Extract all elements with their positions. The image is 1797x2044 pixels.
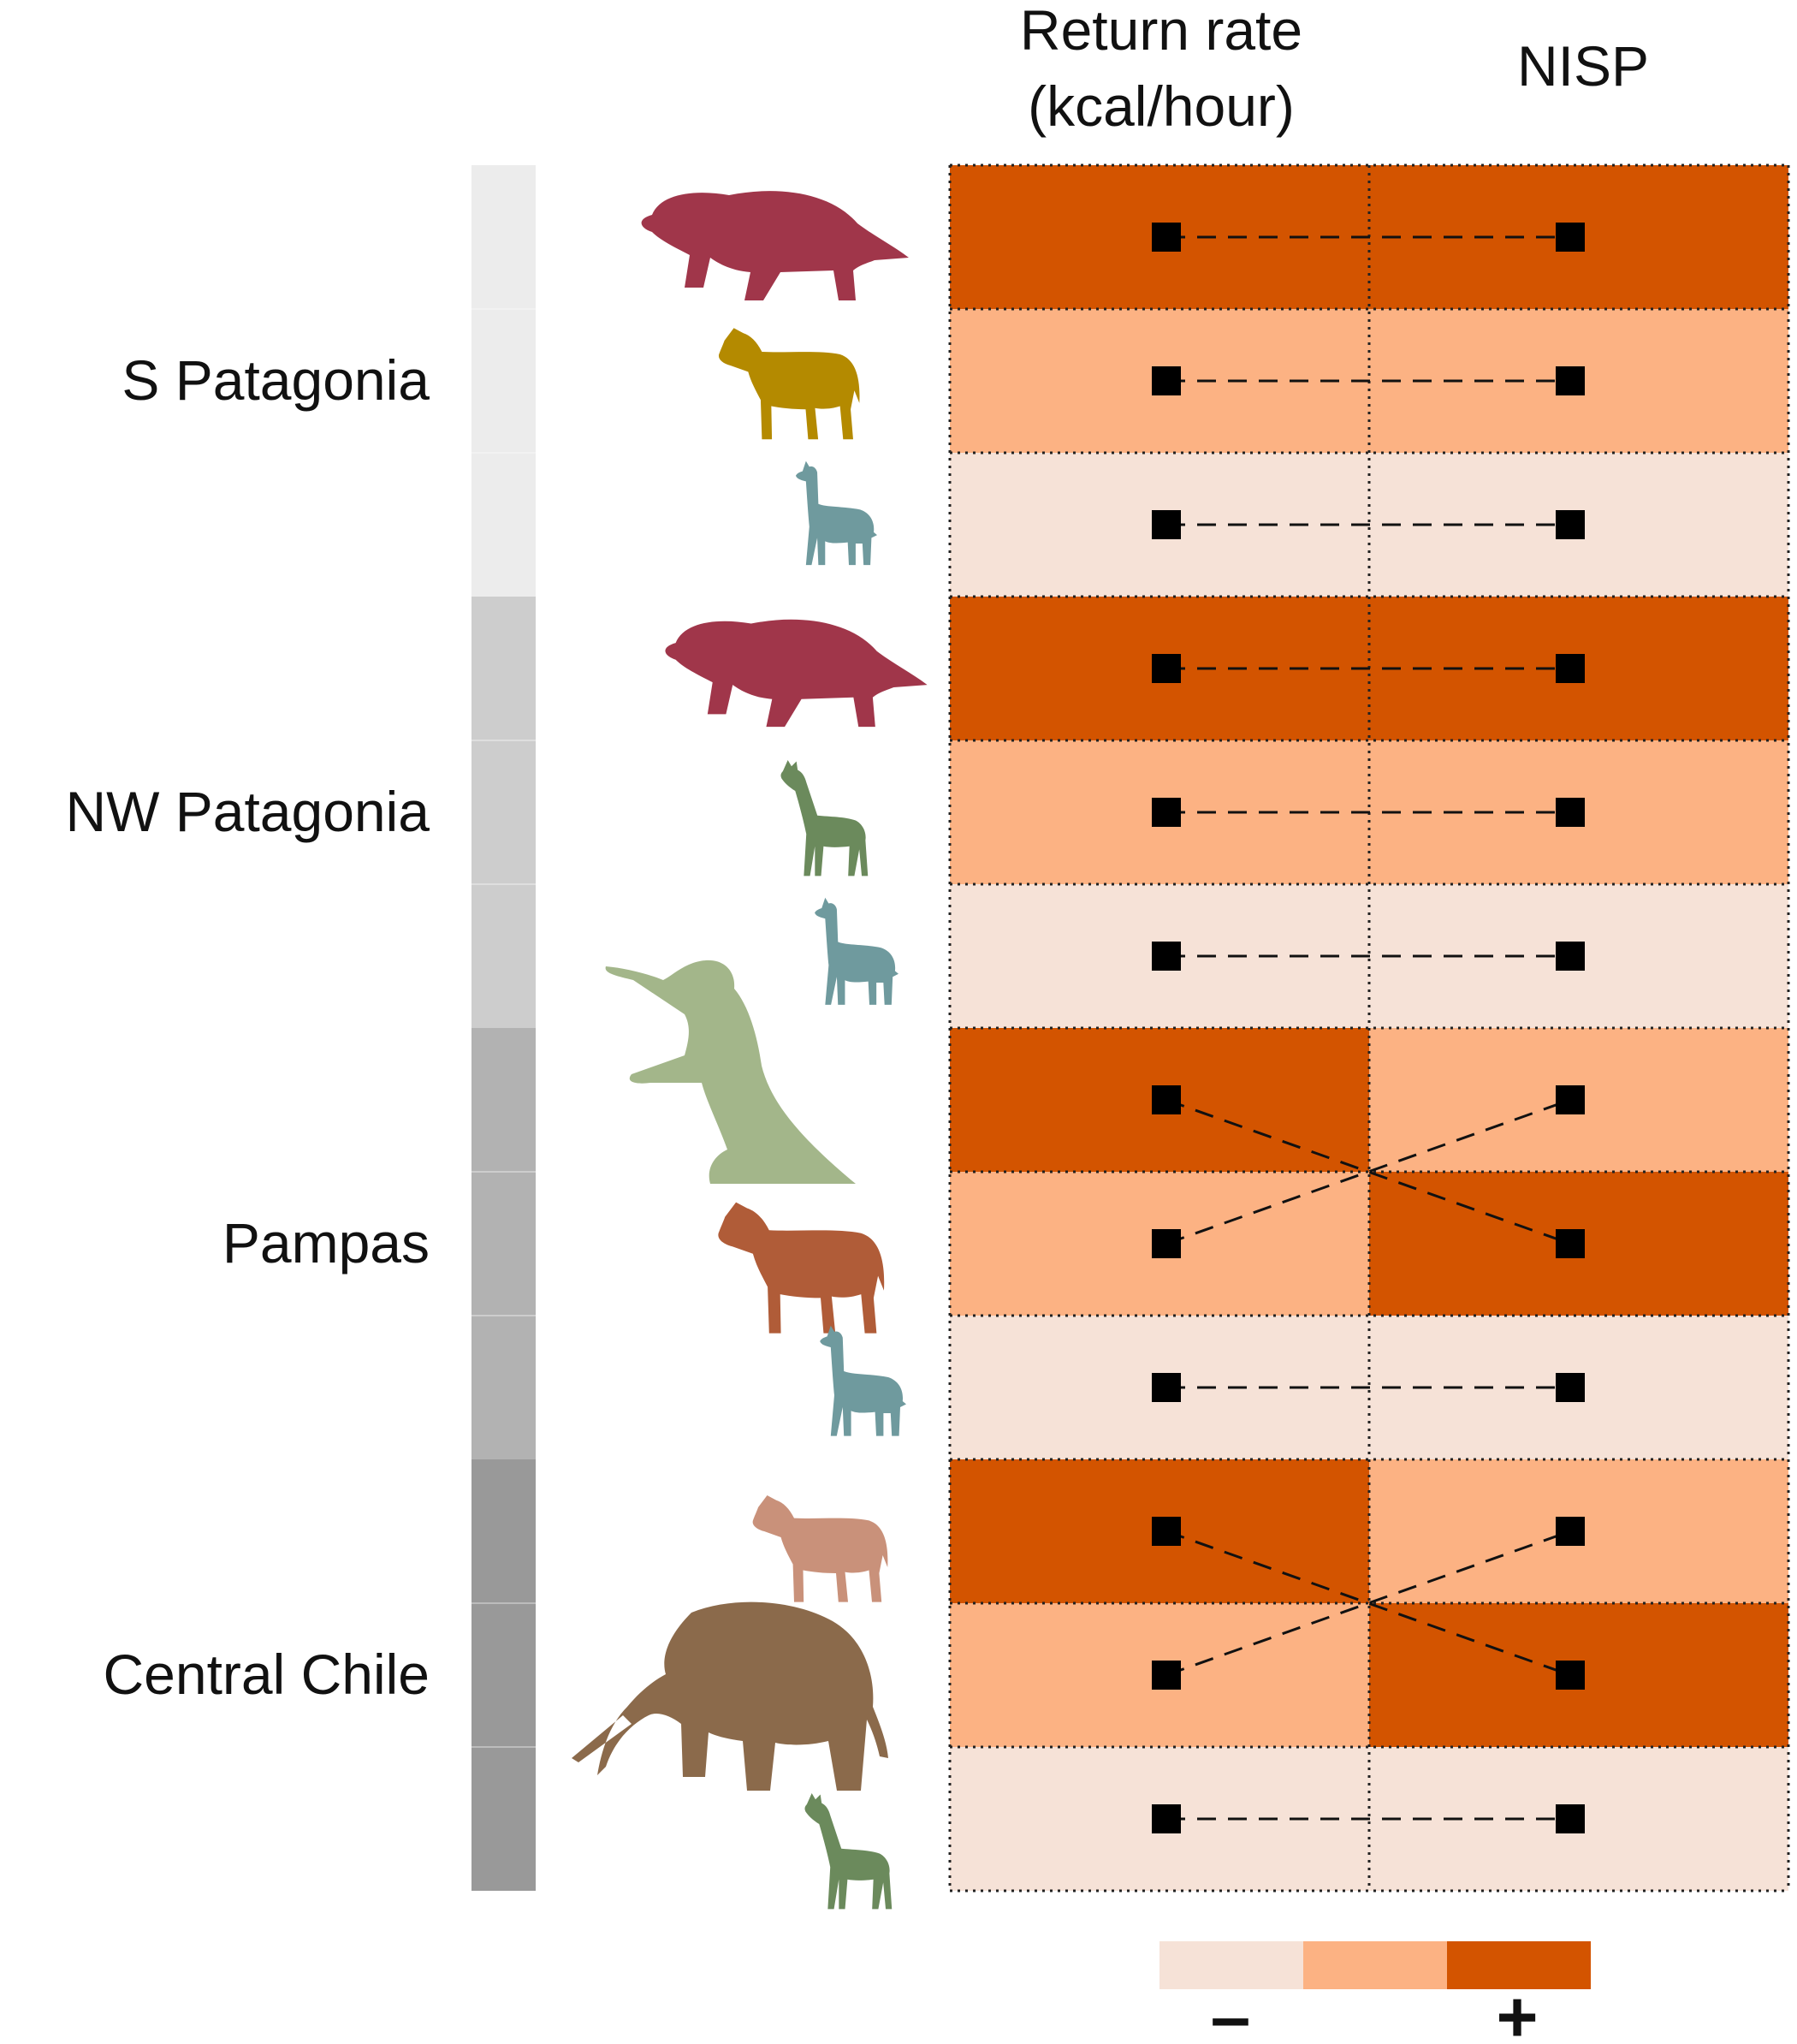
legend-swatch-medium	[1303, 1941, 1447, 1989]
guanaco-icon	[820, 1325, 906, 1436]
legend-swatch-low	[1159, 1941, 1303, 1989]
horse-icon-shape	[752, 1495, 888, 1602]
horse-icon	[718, 1202, 885, 1334]
horse-icon-shape	[718, 1202, 885, 1334]
rank-markers	[1152, 223, 1585, 1833]
region-band	[471, 597, 536, 1028]
region-band	[471, 165, 536, 597]
marker-nisp	[1556, 654, 1585, 683]
marker-nisp	[1556, 366, 1585, 395]
marker-return-rate	[1152, 1661, 1181, 1690]
rank-connectors	[1165, 235, 1571, 1821]
marker-return-rate	[1152, 654, 1181, 683]
giant-sloth-icon	[605, 960, 856, 1184]
deer-icon	[804, 1793, 893, 1910]
ground-sloth-icon	[665, 619, 928, 728]
region-label: NW Patagonia	[65, 780, 430, 843]
rank-connector	[1165, 1530, 1571, 1677]
region-label: S Patagonia	[122, 348, 430, 412]
horse-icon	[718, 328, 860, 440]
region-labels: S Patagonia NW Patagonia Pampas Central Chi…	[65, 348, 430, 1706]
legend-swatch-high	[1447, 1941, 1591, 1989]
marker-nisp	[1556, 1661, 1585, 1690]
giant-sloth-icon-shape	[605, 960, 856, 1184]
horse-icon-shape	[718, 328, 860, 440]
marker-nisp	[1556, 1085, 1585, 1114]
marker-return-rate	[1152, 942, 1181, 971]
gomphothere-icon-shape	[572, 1601, 888, 1791]
region-band	[471, 1459, 536, 1891]
header-return-rate-line2: (kcal/hour)	[1028, 74, 1295, 138]
deer-icon-shape	[780, 760, 869, 876]
marker-return-rate	[1152, 510, 1181, 539]
animal-icons	[572, 191, 928, 1910]
guanaco-icon	[815, 897, 898, 1005]
deer-icon	[780, 760, 869, 876]
rank-connector	[1165, 1098, 1571, 1245]
marker-return-rate	[1152, 1517, 1181, 1546]
guanaco-icon	[795, 460, 877, 566]
region-strip	[471, 165, 536, 1891]
region-label: Pampas	[222, 1211, 430, 1275]
marker-return-rate	[1152, 1804, 1181, 1833]
marker-return-rate	[1152, 366, 1181, 395]
marker-return-rate	[1152, 798, 1181, 827]
heatmap-grid	[948, 163, 1790, 1892]
marker-return-rate	[1152, 1229, 1181, 1258]
rank-connector	[1165, 1098, 1571, 1245]
ground-sloth-icon	[641, 191, 909, 300]
region-band	[471, 1028, 536, 1459]
marker-return-rate	[1152, 223, 1181, 252]
rank-connector	[1165, 1530, 1571, 1677]
horse-icon	[752, 1495, 888, 1602]
region-label: Central Chile	[104, 1643, 430, 1706]
guanaco-icon-shape	[820, 1325, 906, 1436]
gomphothere-icon	[572, 1601, 888, 1791]
guanaco-icon-shape	[815, 897, 898, 1005]
marker-nisp	[1556, 1373, 1585, 1402]
marker-return-rate	[1152, 1373, 1181, 1402]
legend: – +	[1159, 1941, 1591, 2044]
marker-nisp	[1556, 798, 1585, 827]
marker-nisp	[1556, 1229, 1585, 1258]
marker-nisp	[1556, 942, 1585, 971]
legend-plus: +	[1496, 1976, 1538, 2044]
marker-nisp	[1556, 510, 1585, 539]
marker-nisp	[1556, 1804, 1585, 1833]
legend-minus: –	[1211, 1976, 1251, 2044]
marker-return-rate	[1152, 1085, 1181, 1114]
ground-sloth-icon-shape	[665, 619, 928, 728]
guanaco-icon-shape	[795, 460, 877, 566]
header-return-rate-line1: Return rate	[1020, 0, 1302, 62]
marker-nisp	[1556, 1517, 1585, 1546]
header-nisp: NISP	[1517, 34, 1649, 98]
ground-sloth-icon-shape	[641, 191, 909, 300]
deer-icon-shape	[804, 1793, 893, 1910]
marker-nisp	[1556, 223, 1585, 252]
